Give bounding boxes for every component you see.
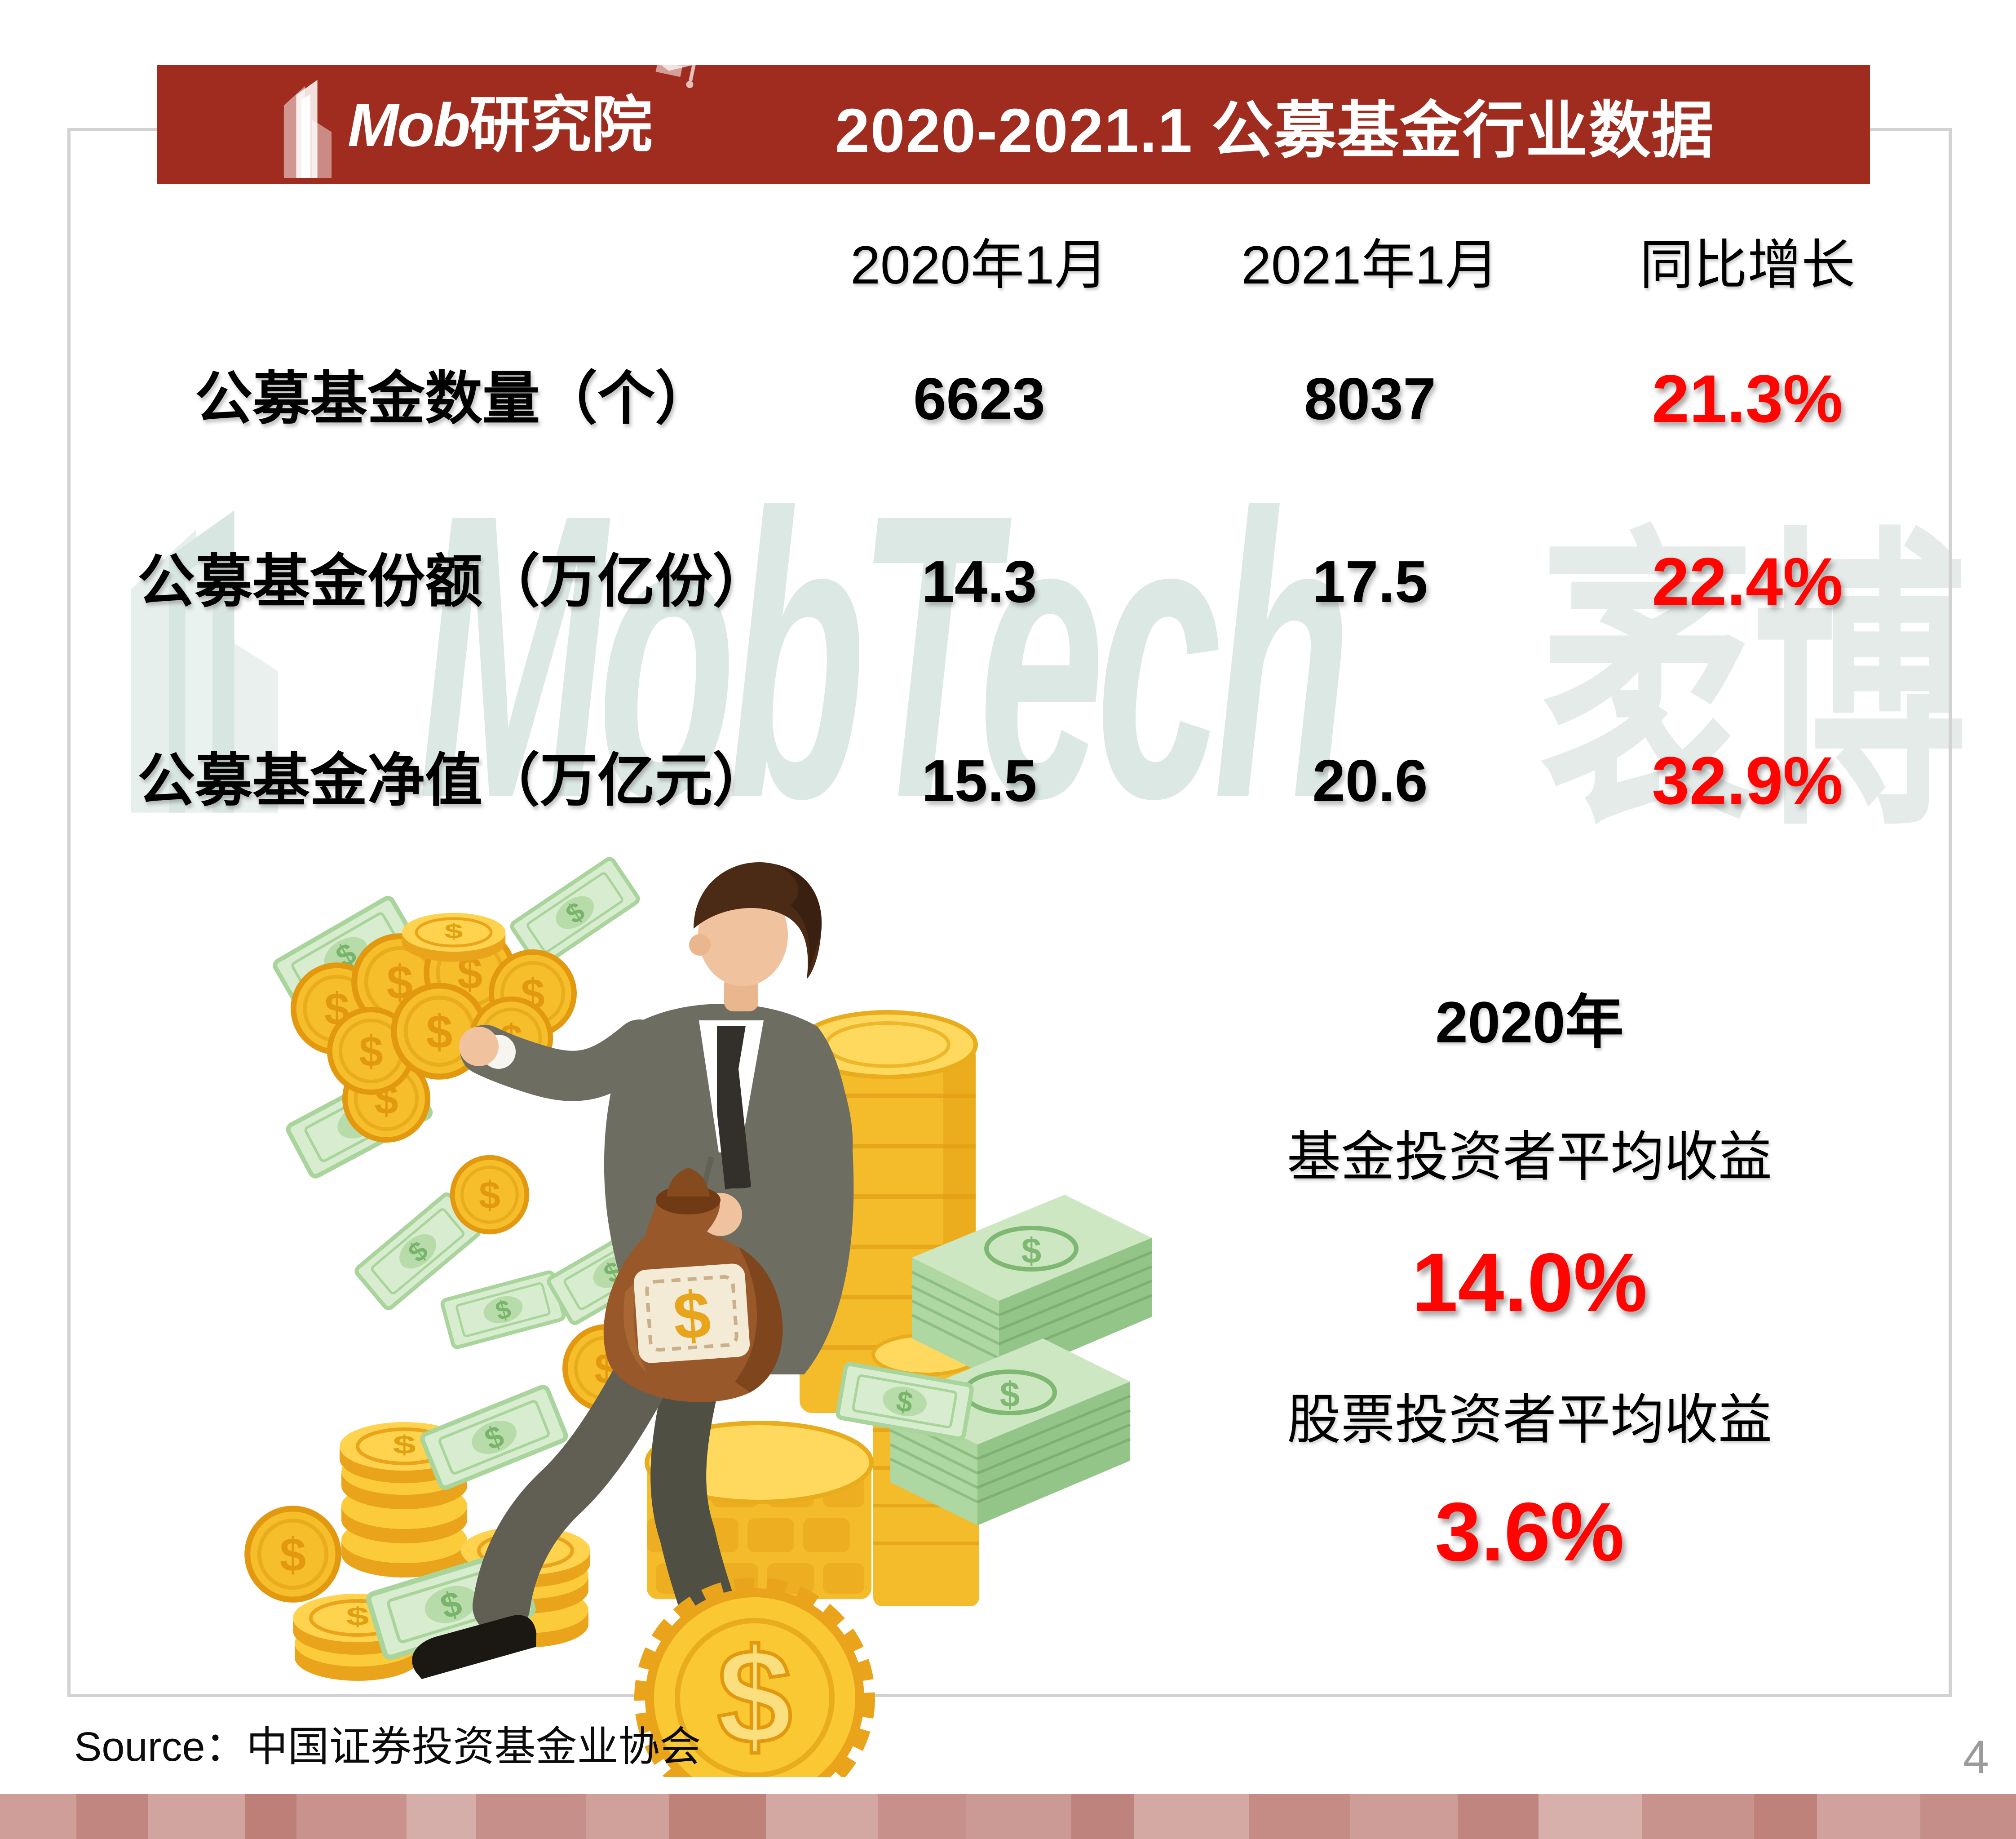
table-header-empty <box>117 227 791 303</box>
row-label: 公募基金份额（万亿份） <box>137 549 770 614</box>
table-row: 公募基金份额（万亿份） 14.3 17.5 22.4% <box>117 540 1923 623</box>
page-title: 2020-2021.1 公募基金行业数据 <box>835 96 1715 165</box>
highlight-year: 2020年 <box>1435 989 1624 1055</box>
row-label: 公募基金数量（个） <box>195 367 712 431</box>
logo-text: Mob研究院 <box>348 94 652 155</box>
logo-building-icon <box>283 80 332 178</box>
source-note: Source：中国证券投资基金业协会 <box>74 1724 701 1770</box>
row-growth: 32.9% <box>1652 743 1843 818</box>
row-value-2021: 20.6 <box>1312 748 1428 814</box>
row-value-2021: 8037 <box>1304 366 1436 432</box>
watermark-cjk-text: 袤博 <box>1541 510 1967 861</box>
page-number: 4 <box>1963 1731 1989 1783</box>
stock-return-value: 3.6% <box>1435 1486 1624 1578</box>
row-value-2020: 6623 <box>913 366 1045 432</box>
stock-return-label: 股票投资者平均收益 <box>1287 1390 1772 1450</box>
fund-return-label: 基金投资者平均收益 <box>1287 1127 1772 1187</box>
row-growth: 21.3% <box>1652 361 1843 436</box>
highlight-block: 2020年 基金投资者平均收益 14.0% 股票投资者平均收益 3.6% <box>1172 979 1887 1588</box>
table-header-2020: 2020年1月 <box>850 235 1108 295</box>
logo-brand: Mob <box>348 90 470 159</box>
svg-text:$: $ <box>717 1621 792 1772</box>
logo: Mob研究院 <box>279 39 706 178</box>
logo-suffix: 研究院 <box>469 90 653 159</box>
bottom-stripe-bar <box>0 1794 2016 1839</box>
watermark-building-icon <box>131 510 278 813</box>
fund-return-value: 14.0% <box>1411 1236 1648 1329</box>
row-label: 公募基金净值（万亿元） <box>137 749 770 813</box>
svg-text:$: $ <box>671 1277 713 1354</box>
table-header-row: 2020年1月 2021年1月 同比增长 <box>117 227 1923 303</box>
row-value-2020: 14.3 <box>921 549 1037 615</box>
row-growth: 22.4% <box>1652 544 1843 619</box>
table-header-2021: 2021年1月 <box>1241 235 1499 295</box>
table-row: 公募基金净值（万亿元） 15.5 20.6 32.9% <box>117 739 1923 822</box>
graduation-cap-icon <box>639 39 706 88</box>
header-bar: Mob研究院 2020-2021.1 公募基金行业数据 <box>157 39 1870 184</box>
money-man-illustration: $ $ $ <box>225 842 1163 1777</box>
table-header-growth: 同比增长 <box>1640 235 1855 295</box>
table-row: 公募基金数量（个） 6623 8037 21.3% <box>117 357 1923 440</box>
row-value-2020: 15.5 <box>921 748 1037 814</box>
row-value-2021: 17.5 <box>1312 549 1428 615</box>
watermark-brand-text: MobTech <box>418 430 1352 882</box>
